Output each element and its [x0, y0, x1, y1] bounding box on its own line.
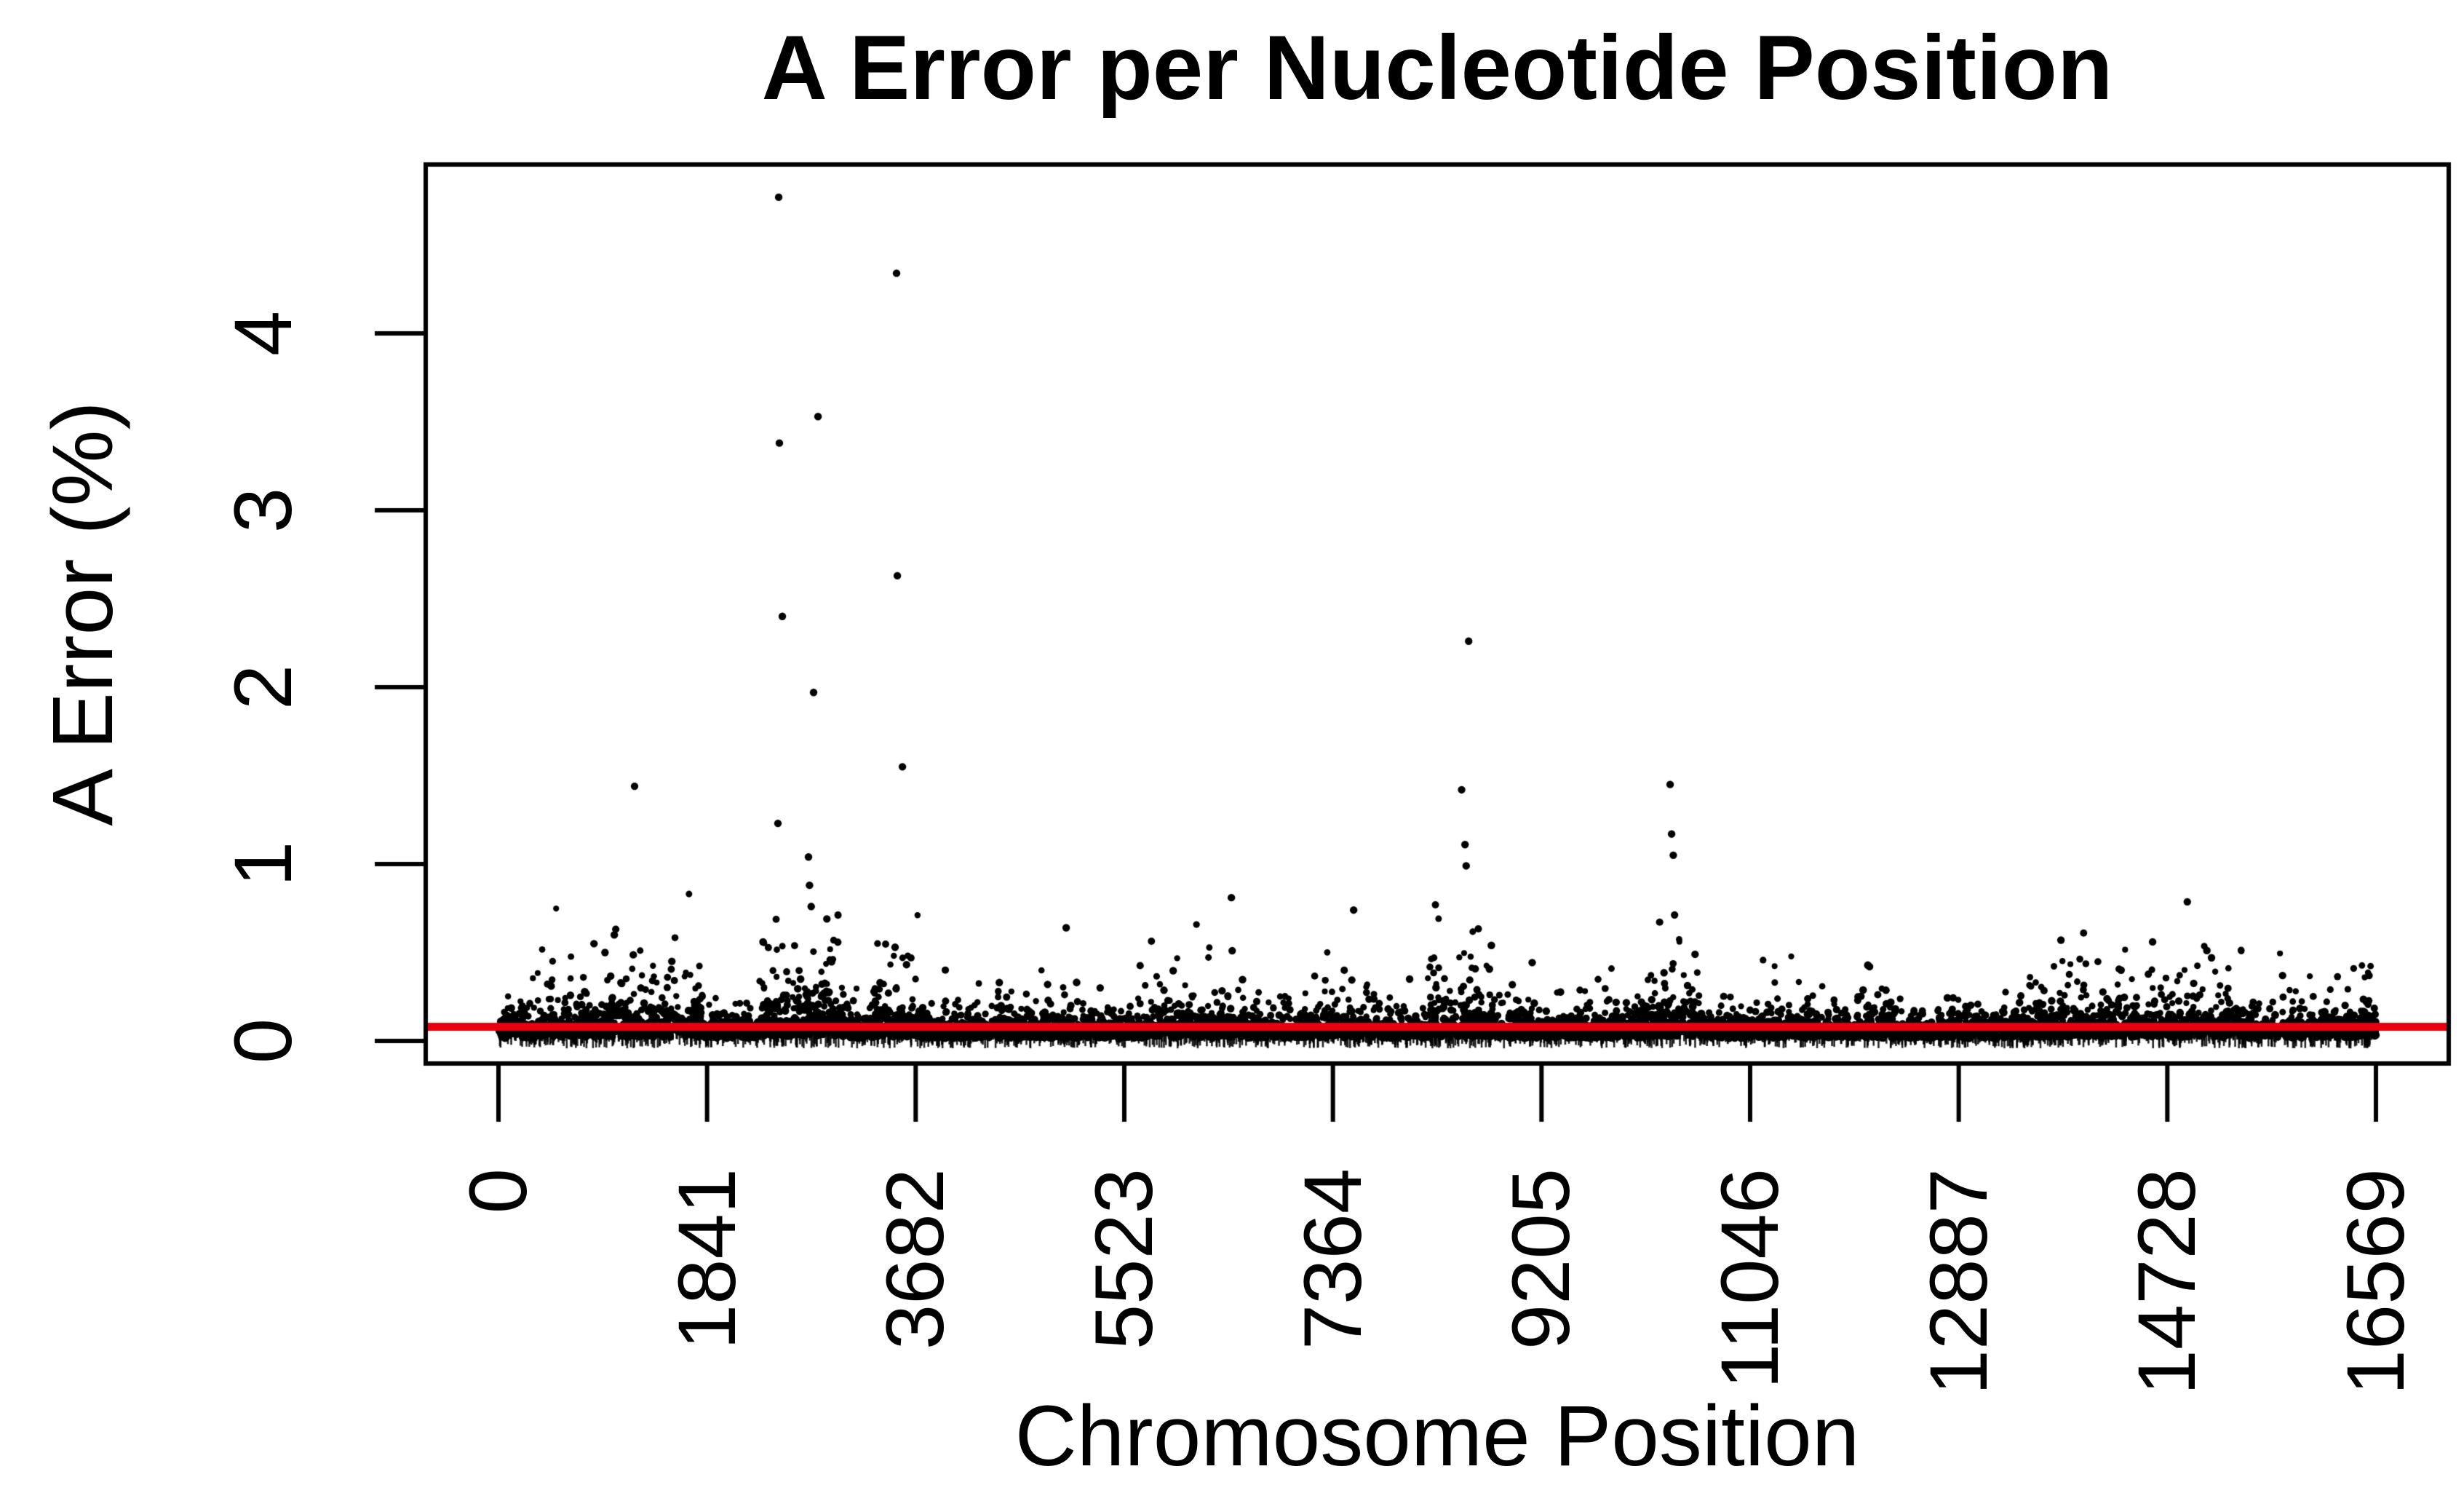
x-axis-title: Chromosome Position — [1014, 1388, 1860, 1484]
chart-title: A Error per Nucleotide Position — [761, 17, 2113, 119]
